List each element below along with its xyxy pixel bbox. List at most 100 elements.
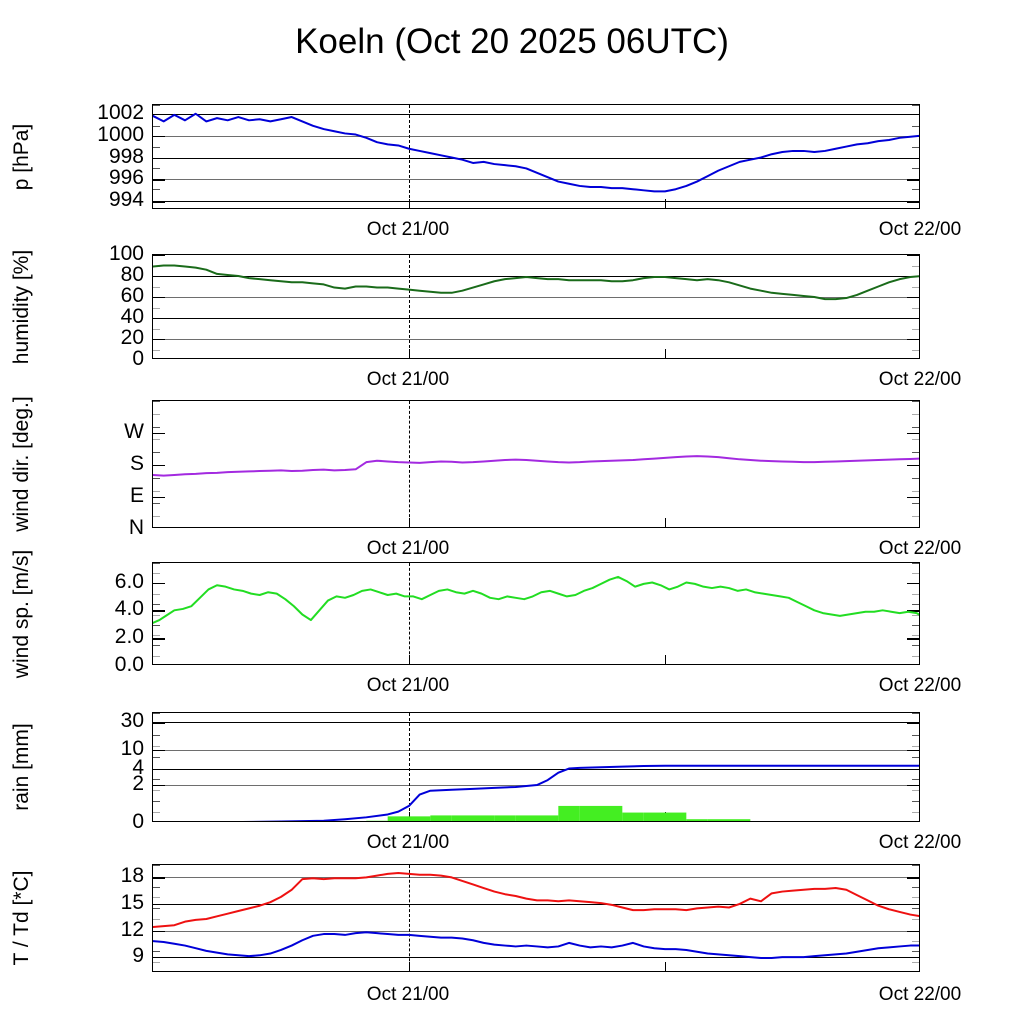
gridline (153, 877, 919, 879)
y-axis-tick (153, 135, 165, 137)
y-axis-title: p [hPa] (10, 123, 33, 190)
y-axis-tick (907, 157, 919, 159)
y-axis-label: 998 (108, 144, 144, 168)
y-axis-label: 100 (108, 242, 144, 265)
x-axis-tick (665, 518, 667, 527)
rain-bar (494, 815, 516, 821)
gridline (153, 904, 919, 905)
y-axis-tick (153, 339, 165, 341)
y-axis-tick (907, 497, 919, 499)
y-axis-minor-tick (912, 439, 919, 441)
gridline (153, 157, 919, 159)
y-axis-minor-tick (912, 624, 919, 626)
y-axis-minor-tick (153, 645, 160, 647)
y-axis-tick (153, 276, 165, 278)
y-axis-minor-tick (912, 757, 919, 758)
y-axis-label: 6.0 (114, 569, 144, 593)
y-axis-minor-tick (912, 490, 919, 492)
y-axis-tick (907, 465, 919, 467)
series-line (153, 575, 919, 624)
x-axis-label: Oct 22/00 (878, 984, 962, 1005)
plot-area (152, 104, 920, 209)
y-axis-label: 1000 (97, 122, 144, 146)
y-axis-tick (907, 433, 919, 435)
y-axis-tick (153, 749, 165, 752)
y-axis-minor-tick (153, 349, 160, 351)
y-axis-minor-tick (912, 563, 919, 564)
y-axis-label: 60 (120, 284, 144, 307)
y-axis-tick (153, 318, 165, 320)
y-axis-minor-tick (153, 779, 160, 780)
series-line (153, 112, 919, 193)
y-axis-label: 4 (132, 755, 144, 779)
y-axis-minor-tick (153, 452, 160, 454)
y-axis-minor-tick (153, 516, 160, 518)
y-axis-minor-tick (153, 168, 160, 169)
y-axis-minor-tick (912, 413, 919, 415)
y-axis-minor-tick (912, 865, 919, 866)
y-axis-label: 4.0 (114, 597, 144, 621)
y-axis-minor-tick (153, 490, 160, 492)
y-axis-minor-tick (153, 307, 160, 309)
rain-bar (579, 805, 601, 821)
y-axis-minor-tick (912, 919, 919, 920)
y-axis-tick (907, 318, 919, 320)
y-axis-label: 40 (120, 305, 144, 328)
y-axis-label: 996 (108, 166, 144, 190)
y-axis-tick (153, 930, 165, 932)
y-axis-label: 0 (132, 810, 144, 833)
y-axis-minor-tick (153, 865, 160, 866)
x-axis-tick (665, 812, 667, 821)
y-axis-tick (153, 465, 165, 467)
x-axis-tick (409, 655, 411, 664)
y-axis-minor-tick (153, 563, 160, 564)
y-axis-tick (907, 339, 919, 341)
x-axis-label: Oct 22/00 (878, 675, 962, 696)
y-axis-minor-tick (153, 801, 160, 802)
x-axis-tick (665, 199, 667, 208)
rain-bar (366, 820, 388, 821)
y-axis-minor-tick (912, 573, 919, 575)
x-axis-tick (409, 518, 411, 527)
y-axis-minor-tick (912, 349, 919, 351)
series-line (153, 871, 919, 928)
y-axis-tick (907, 749, 919, 752)
y-axis-tick (153, 904, 165, 906)
page-title: Koeln (Oct 20 2025 06UTC) (295, 22, 729, 61)
y-axis-tick (153, 957, 165, 959)
gridline (153, 276, 919, 277)
y-axis-label: 30 (120, 709, 144, 733)
y-axis-minor-tick (912, 516, 919, 518)
y-axis-minor-tick (912, 328, 919, 330)
gridline (153, 318, 919, 319)
y-axis-minor-tick (912, 593, 919, 595)
y-axis-tick (153, 255, 165, 257)
rain-bar (451, 815, 473, 821)
y-axis-minor-tick (912, 452, 919, 454)
y-axis-title: humidity [%] (10, 249, 33, 364)
series-line (153, 264, 919, 301)
rain-bar (643, 812, 665, 821)
y-axis-tick (907, 113, 919, 116)
y-axis-tick (907, 610, 919, 612)
x-axis-label: Oct 21/00 (366, 538, 450, 559)
rain-bar (729, 819, 751, 821)
y-axis-tick (153, 638, 165, 640)
time-marker-line (409, 255, 410, 358)
y-axis-minor-tick (912, 713, 919, 714)
y-axis-tick (153, 877, 165, 879)
y-axis-minor-tick (912, 604, 919, 606)
gridline (153, 297, 919, 298)
series-layer (242, 764, 919, 822)
y-axis-label: 12 (120, 917, 144, 941)
gridline (153, 930, 919, 932)
y-axis-minor-tick (153, 940, 160, 942)
series-layer (153, 871, 919, 959)
y-axis-label: 994 (108, 188, 144, 212)
y-axis-minor-tick (153, 105, 160, 106)
y-axis-tick (907, 135, 919, 137)
rain-bar (324, 821, 345, 822)
y-axis-minor-tick (912, 940, 919, 942)
